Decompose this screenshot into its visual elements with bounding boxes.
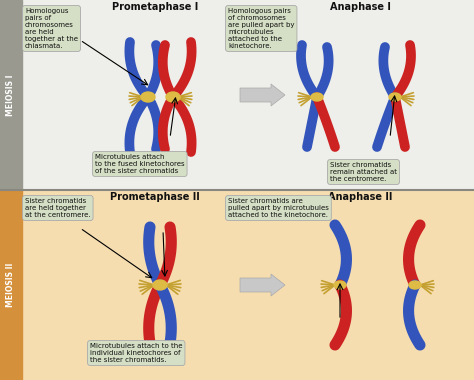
Text: MEIOSIS I: MEIOSIS I — [7, 74, 16, 116]
Bar — [0, 0, 474, 190]
Ellipse shape — [141, 92, 155, 102]
Ellipse shape — [166, 92, 180, 102]
Text: Microtubules attach
to the fused kinetochores
of the sister chromatids: Microtubules attach to the fused kinetoc… — [95, 154, 185, 174]
Ellipse shape — [334, 281, 346, 289]
Text: Sister chromatids
remain attached at
the centromere.: Sister chromatids remain attached at the… — [330, 162, 397, 182]
FancyArrow shape — [240, 84, 285, 106]
Text: Anaphase I: Anaphase I — [329, 2, 391, 12]
Text: Prometaphase I: Prometaphase I — [112, 2, 198, 12]
Bar — [0, 0, 22, 190]
FancyArrow shape — [240, 274, 285, 296]
Ellipse shape — [389, 93, 401, 101]
Bar — [0, 190, 474, 380]
Text: MEIOSIS II: MEIOSIS II — [7, 263, 16, 307]
Ellipse shape — [153, 280, 167, 290]
Ellipse shape — [311, 93, 323, 101]
Text: Microtubules attach to the
individual kinetochores of
the sister chromatids.: Microtubules attach to the individual ki… — [90, 343, 182, 363]
Text: Anaphase II: Anaphase II — [328, 192, 392, 202]
Text: Sister chromatids
are held together
at the centromere.: Sister chromatids are held together at t… — [25, 198, 91, 218]
Text: Homologous pairs
of chromosomes
are pulled apart by
microtubules
attached to the: Homologous pairs of chromosomes are pull… — [228, 8, 294, 49]
Text: Homologous
pairs of
chromosomes
are held
together at the
chiasmata.: Homologous pairs of chromosomes are held… — [25, 8, 78, 49]
Bar — [0, 190, 22, 380]
Ellipse shape — [409, 281, 421, 289]
Text: Prometaphase II: Prometaphase II — [110, 192, 200, 202]
Text: Sister chromatids are
pulled apart by microtubules
attached to the kinetochore.: Sister chromatids are pulled apart by mi… — [228, 198, 329, 218]
